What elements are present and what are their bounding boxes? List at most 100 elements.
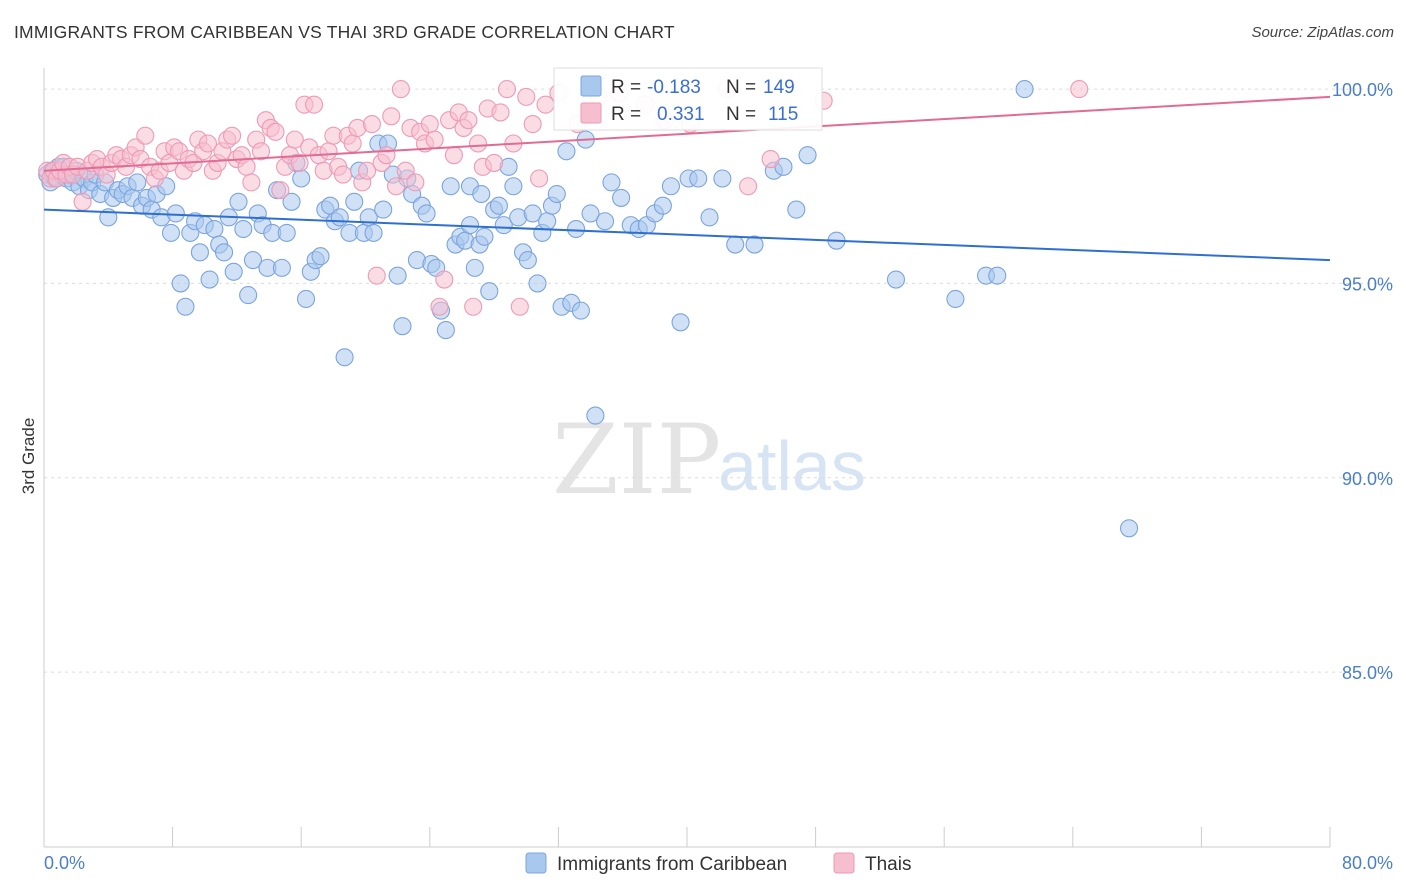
point-caribbean — [798, 146, 817, 165]
point-caribbean — [161, 223, 181, 242]
point-caribbean — [518, 251, 537, 270]
y-tick-label: 100.0% — [1332, 80, 1393, 100]
stats-r-value-caribbean: -0.183 — [647, 77, 701, 98]
stats-r-label-caribbean: R = — [611, 77, 641, 98]
point-caribbean — [528, 274, 547, 293]
point-thais — [266, 122, 285, 141]
stats-n-value-thais: 115 — [768, 104, 798, 125]
legend-label-thais: Thais — [865, 854, 911, 875]
point-caribbean — [330, 208, 349, 227]
trend-line-caribbean — [43, 208, 1331, 262]
y-tick-labels: 85.0% 90.0% 95.0% 100.0% — [1332, 80, 1393, 683]
point-thais — [485, 153, 504, 172]
stats-legend-swatch-caribbean — [580, 75, 602, 97]
point-thais — [510, 297, 529, 316]
stats-n-value-caribbean: 149 — [763, 77, 795, 98]
point-thais — [425, 130, 444, 149]
point-caribbean — [166, 204, 185, 223]
point-thais — [73, 192, 92, 211]
point-caribbean — [726, 235, 745, 254]
point-caribbean — [393, 317, 412, 336]
legend-swatch-thais — [833, 852, 855, 874]
point-caribbean — [441, 177, 460, 196]
point-thais — [305, 95, 324, 114]
point-caribbean — [494, 216, 513, 235]
point-caribbean — [571, 301, 590, 320]
point-thais — [468, 134, 488, 153]
stats-r-value-thais: 0.331 — [657, 104, 705, 125]
point-caribbean — [243, 251, 263, 270]
bottom-legend: Immigrants from Caribbean Thais — [525, 852, 911, 875]
point-caribbean — [1120, 519, 1139, 538]
point-caribbean — [171, 274, 190, 293]
point-caribbean — [538, 212, 557, 231]
y-tick-label: 85.0% — [1342, 663, 1393, 683]
point-caribbean — [388, 266, 407, 285]
source-label: Source: ZipAtlas.com — [1251, 24, 1394, 41]
point-thais — [517, 87, 536, 106]
point-thais — [396, 161, 415, 180]
point-caribbean — [567, 219, 586, 239]
point-caribbean — [190, 243, 209, 262]
point-thais — [430, 297, 449, 316]
point-caribbean — [436, 321, 455, 340]
point-thais — [491, 103, 510, 122]
y-tick-label: 90.0% — [1342, 469, 1393, 489]
point-caribbean — [374, 200, 393, 219]
point-caribbean — [465, 258, 484, 277]
x-tick-label-min: 0.0% — [44, 853, 85, 873]
point-thais — [382, 107, 401, 126]
point-caribbean — [489, 196, 508, 215]
point-caribbean — [602, 173, 621, 192]
trend-line-thais — [43, 95, 1331, 172]
point-thais — [198, 134, 218, 153]
point-caribbean — [364, 223, 383, 242]
point-caribbean — [282, 192, 301, 211]
point-caribbean — [200, 270, 219, 289]
point-thais — [271, 181, 290, 200]
watermark-atlas: atlas — [718, 427, 866, 505]
point-thais — [459, 111, 478, 130]
point-caribbean — [1015, 80, 1034, 99]
point-caribbean — [480, 282, 499, 301]
point-thais — [444, 146, 463, 165]
x-tick-label-max: 80.0% — [1342, 853, 1393, 873]
point-caribbean — [234, 219, 253, 239]
point-caribbean — [504, 177, 523, 196]
point-thais — [377, 146, 396, 165]
point-caribbean — [745, 235, 764, 254]
point-caribbean — [671, 313, 690, 332]
point-thais — [497, 80, 517, 99]
point-caribbean — [176, 297, 195, 316]
point-thais — [1070, 80, 1089, 99]
point-thais — [290, 153, 309, 172]
point-thais — [285, 130, 304, 149]
point-thais — [464, 297, 483, 316]
x-tick-marks — [43, 827, 1331, 847]
stats-r-label-thais: R = — [611, 104, 641, 125]
stats-n-label-caribbean: N = — [726, 77, 756, 98]
point-thais — [391, 80, 410, 99]
point-caribbean — [586, 406, 605, 425]
point-caribbean — [224, 262, 243, 281]
point-caribbean — [557, 142, 576, 161]
point-caribbean — [612, 188, 631, 207]
point-thais — [343, 134, 362, 153]
point-thais — [242, 173, 261, 192]
point-caribbean — [292, 169, 311, 188]
point-caribbean — [229, 192, 248, 211]
point-caribbean — [472, 184, 491, 204]
point-caribbean — [700, 208, 719, 227]
y-axis-title: 3rd Grade — [19, 418, 38, 495]
point-thais — [237, 157, 256, 176]
stats-legend-swatch-thais — [580, 102, 602, 124]
point-thais — [435, 270, 454, 289]
stats-legend: R = -0.183 N = 149 R = 0.331 N = 115 — [553, 67, 823, 131]
point-caribbean — [787, 200, 806, 219]
point-caribbean — [886, 270, 906, 289]
point-thais — [739, 177, 758, 196]
point-thais — [523, 115, 542, 134]
point-thais — [319, 142, 338, 161]
point-caribbean — [946, 289, 965, 309]
